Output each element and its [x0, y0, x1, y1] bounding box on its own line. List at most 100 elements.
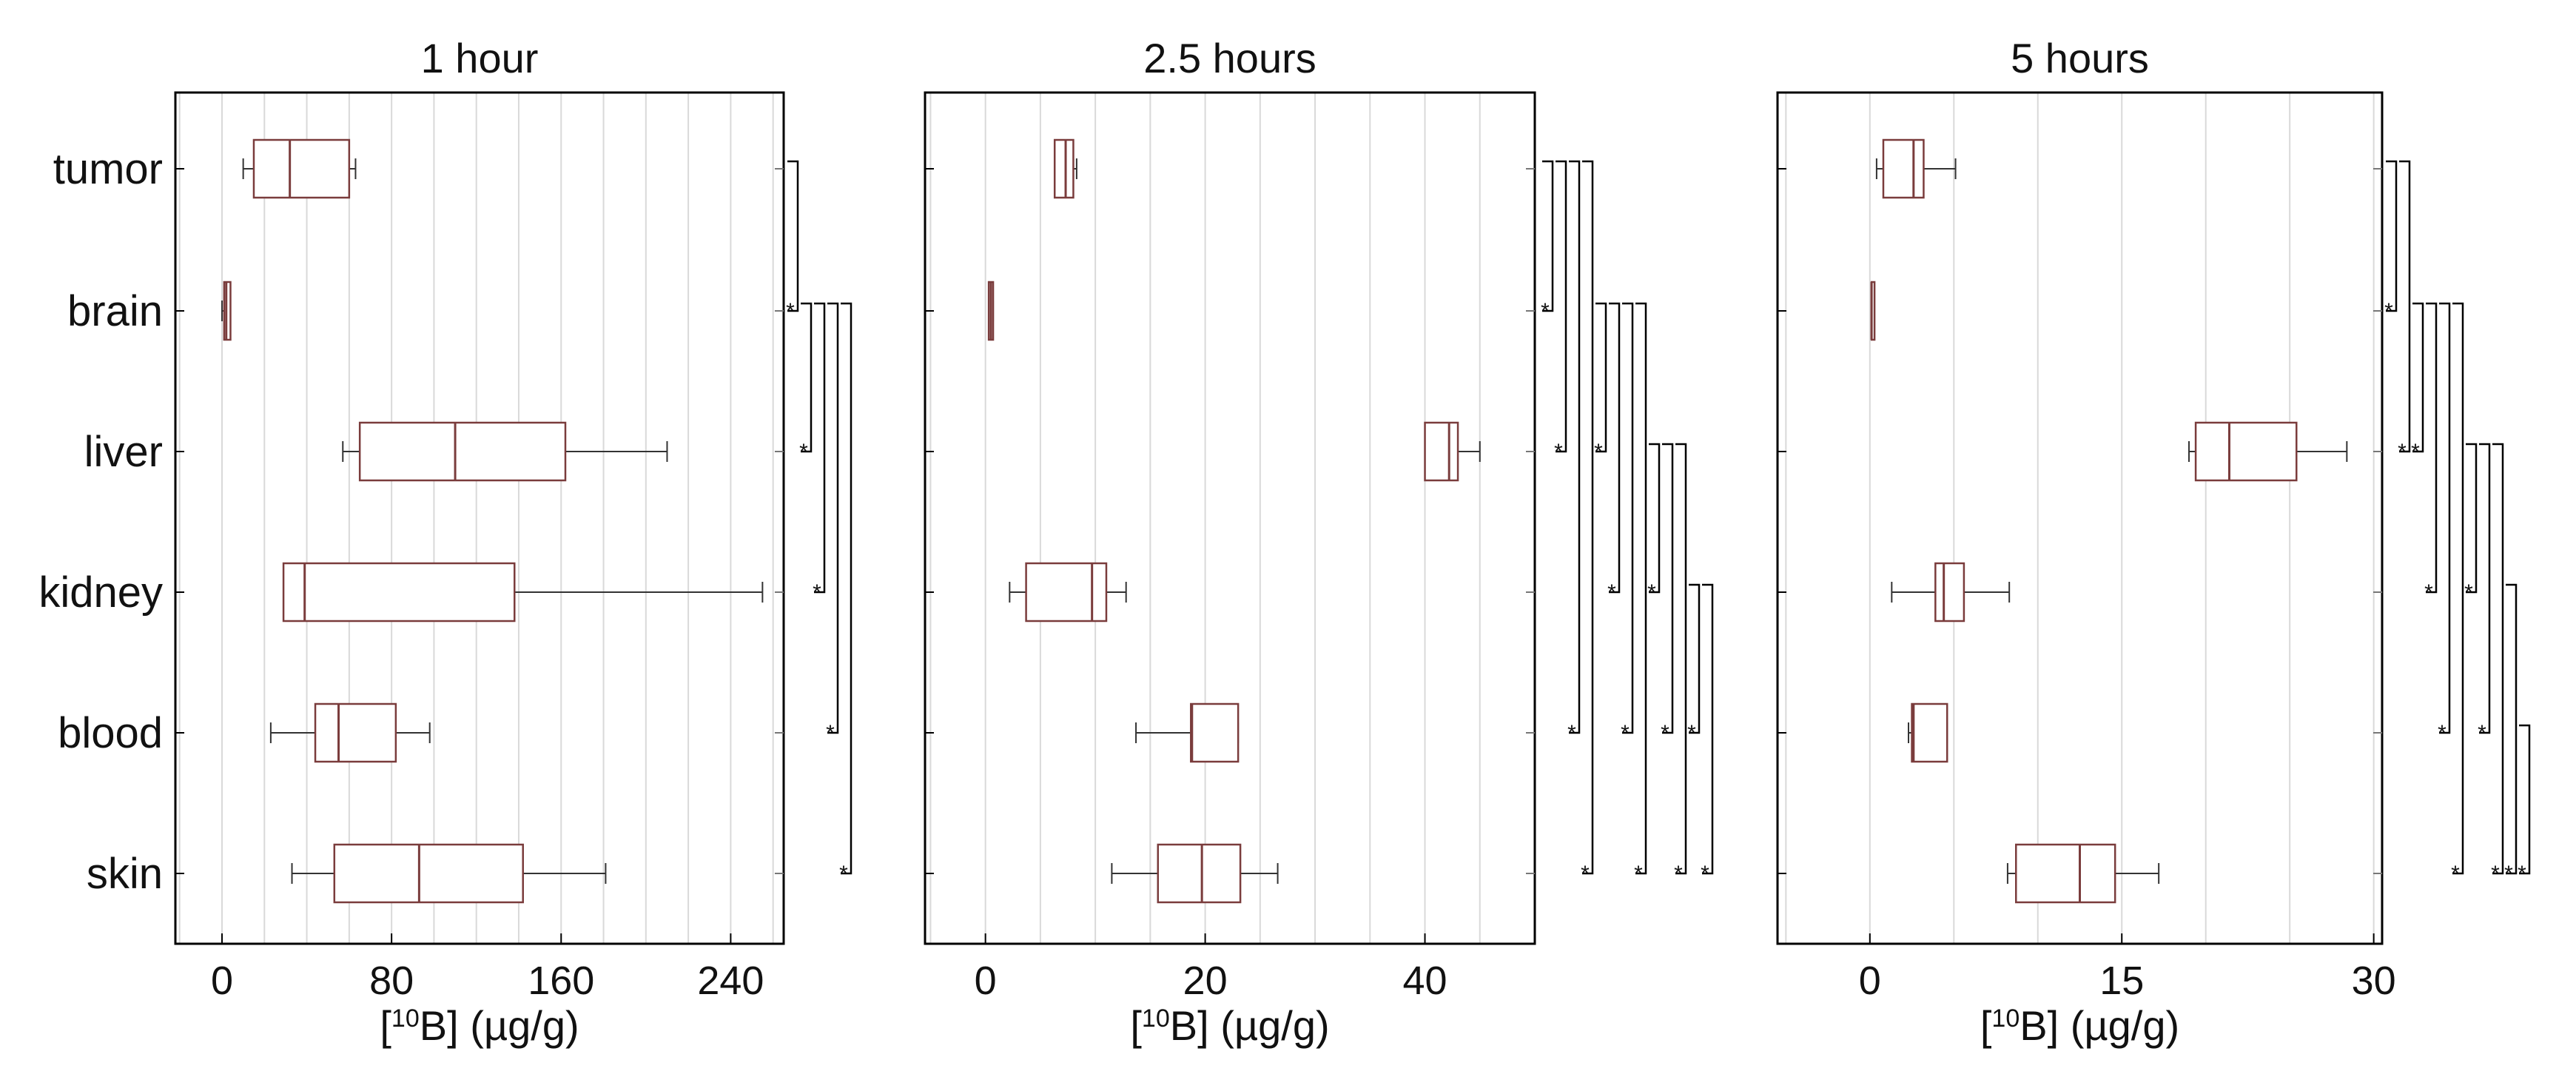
significance-bracket: *: [2398, 160, 2411, 464]
significance-star: *: [2411, 440, 2420, 464]
bracket-line: [1649, 443, 1661, 594]
x-axis-label-bracket: [: [1130, 1002, 1142, 1049]
box-skin: [1111, 843, 1279, 904]
significance-star: *: [2451, 862, 2460, 886]
significance-bracket: *: [1687, 583, 1701, 745]
chart-title: 5 hours: [2011, 35, 2149, 81]
box-kidney: [282, 562, 764, 623]
box-blood: [1908, 702, 1948, 763]
bracket-line: [2466, 443, 2478, 594]
box-kidney: [1009, 562, 1127, 623]
significance-star: *: [1594, 440, 1603, 464]
box-blood: [269, 702, 431, 763]
significance-bracket: *: [799, 302, 813, 464]
box-liver: [342, 421, 668, 482]
significance-star: *: [2464, 580, 2473, 605]
x-axis-label: [10B] (µg/g): [1130, 1002, 1329, 1049]
significance-bracket: *: [2504, 583, 2518, 886]
bracket-line: [2452, 302, 2464, 875]
significance-star: *: [1581, 862, 1590, 886]
significance-star: *: [1701, 862, 1709, 886]
iqr-box: [1190, 702, 1240, 763]
box-brain: [1870, 281, 1876, 341]
significance-star: *: [2504, 862, 2513, 886]
significance-bracket: *: [2438, 302, 2451, 745]
box-blood: [1135, 702, 1240, 763]
plot-frame: [174, 91, 785, 945]
bracket-line: [841, 302, 852, 875]
significance-star: *: [2518, 862, 2526, 886]
box-brain: [221, 281, 232, 341]
x-axis-label: [10B] (µg/g): [1980, 1002, 2179, 1049]
x-tick-label: 160: [528, 959, 594, 1003]
significance-bracket: *: [2384, 160, 2398, 323]
iqr-box: [358, 421, 567, 482]
bracket-line: [827, 302, 839, 734]
category-label-blood: blood: [58, 709, 163, 757]
category-label-tumor: tumor: [53, 145, 163, 193]
bracket-line: [1662, 443, 1674, 734]
significance-bracket: *: [2478, 443, 2491, 745]
significance-bracket: *: [1607, 302, 1621, 605]
significance-star: *: [1647, 580, 1656, 605]
bracket-line: [1556, 160, 1567, 453]
significance-bracket: *: [839, 302, 852, 886]
chart-panel-2: 2.5 hours 0 20 40 [10B] (µg/g) * * * * * * * * * * * * *: [924, 35, 1714, 1049]
significance-star: *: [2398, 440, 2407, 464]
box-skin: [291, 843, 607, 904]
significance-star: *: [786, 299, 795, 323]
x-tick-label: 20: [1183, 959, 1228, 1003]
bracket-line: [1702, 583, 1714, 875]
box-liver: [2188, 421, 2348, 482]
significance-star: *: [1541, 299, 1550, 323]
box-tumor: [1053, 138, 1077, 199]
box-tumor: [242, 138, 357, 199]
significance-star: *: [1687, 721, 1696, 745]
significance-bracket: *: [1634, 302, 1647, 886]
iqr-box: [1424, 421, 1459, 482]
significance-star: *: [2384, 299, 2393, 323]
x-tick-label: 80: [369, 959, 414, 1003]
x-tick-label: 0: [975, 959, 997, 1003]
significance-bracket: *: [1661, 443, 1674, 745]
x-tick-label: 240: [697, 959, 764, 1003]
bracket-line: [787, 160, 799, 312]
significance-star: *: [1607, 580, 1616, 605]
plot-frame: [1776, 91, 2384, 945]
significance-bracket: *: [1581, 160, 1594, 886]
significance-bracket: *: [1621, 302, 1634, 745]
bracket-line: [1675, 443, 1687, 875]
bracket-line: [2399, 160, 2411, 453]
bracket-line: [1569, 160, 1581, 734]
significance-star: *: [799, 440, 808, 464]
iqr-box: [252, 138, 351, 199]
bracket-line: [2439, 302, 2451, 734]
category-label-kidney: kidney: [38, 568, 163, 617]
significance-bracket: *: [1567, 160, 1581, 745]
box-kidney: [1891, 562, 2011, 623]
x-tick-label: 0: [1859, 959, 1881, 1003]
x-tick-label: 30: [2352, 959, 2396, 1003]
significance-bracket: *: [2451, 302, 2464, 886]
x-axis-label-isotope: 10: [391, 1004, 420, 1033]
bracket-line: [1542, 160, 1554, 312]
significance-bracket: *: [813, 302, 826, 605]
x-axis-label-element: B]: [2020, 1002, 2070, 1049]
chart-title: 2.5 hours: [1143, 35, 1316, 81]
x-axis-label-element: B]: [420, 1002, 470, 1049]
plot-frame: [924, 91, 1536, 945]
significance-star: *: [1661, 721, 1669, 745]
significance-bracket: *: [786, 160, 799, 323]
box-skin: [2006, 843, 2160, 904]
significance-star: *: [1621, 721, 1630, 745]
significance-star: *: [2424, 580, 2433, 605]
bracket-line: [2412, 302, 2424, 453]
bracket-line: [1689, 583, 1701, 734]
significance-bracket: *: [2411, 302, 2424, 464]
bracket-line: [814, 302, 826, 594]
bracket-line: [2386, 160, 2398, 312]
significance-bracket: *: [826, 302, 839, 745]
